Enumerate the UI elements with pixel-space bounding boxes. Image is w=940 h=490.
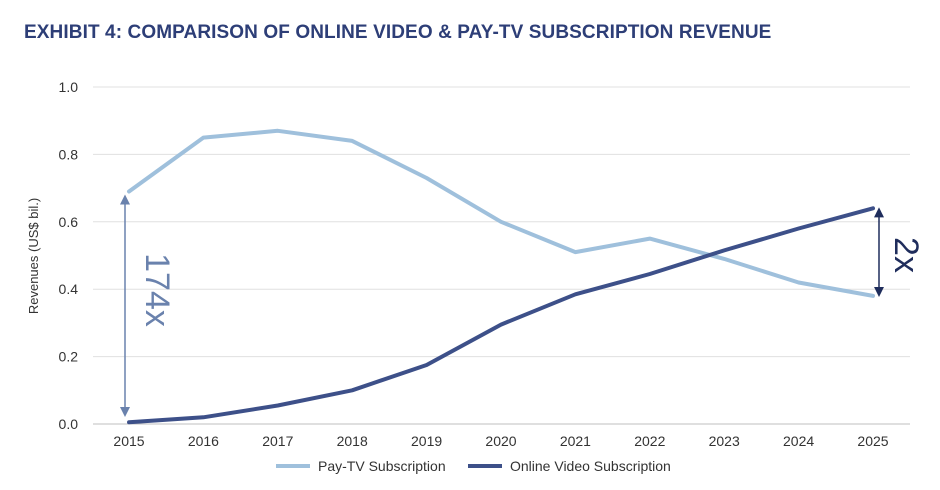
- x-tick-label: 2015: [113, 433, 144, 449]
- annotation-label-2x: 2x: [887, 237, 925, 273]
- y-tick-label: 0.8: [59, 146, 79, 162]
- x-tick-label: 2023: [709, 433, 740, 449]
- x-tick-label: 2024: [783, 433, 814, 449]
- x-axis: 2015 2016 2017 2018 2019 2020 2021 2022 2023 2024…: [113, 433, 888, 449]
- y-tick-label: 0.2: [59, 349, 79, 365]
- y-tick-label: 1.0: [59, 79, 79, 95]
- legend: Pay-TV Subscription Online Video Subscrip…: [276, 458, 671, 474]
- y-tick-label: 0.4: [59, 281, 79, 297]
- y-tick-label: 0.6: [59, 214, 79, 230]
- x-tick-label: 2017: [262, 433, 293, 449]
- series-lines: [127, 128, 875, 425]
- series-line-online-video: [127, 206, 875, 425]
- y-axis-label: Revenues (US$ bil.): [26, 198, 41, 314]
- legend-label-online-video: Online Video Subscription: [510, 458, 671, 474]
- x-tick-label: 2018: [337, 433, 368, 449]
- x-tick-label: 2019: [411, 433, 442, 449]
- x-tick-label: 2022: [634, 433, 665, 449]
- series-line-pay-tv: [127, 128, 875, 298]
- x-tick-label: 2016: [188, 433, 219, 449]
- y-axis: 0.0 0.2 0.4 0.6 0.8 1.0: [59, 79, 79, 432]
- legend-label-pay-tv: Pay-TV Subscription: [318, 458, 446, 474]
- annotation-label-174x: 174x: [138, 253, 176, 327]
- chart-title: EXHIBIT 4: COMPARISON OF ONLINE VIDEO & …: [24, 22, 772, 43]
- x-tick-label: 2021: [560, 433, 591, 449]
- annotations: 174x 2x: [120, 194, 925, 417]
- x-tick-label: 2025: [857, 433, 888, 449]
- y-tick-label: 0.0: [59, 416, 79, 432]
- x-tick-label: 2020: [485, 433, 516, 449]
